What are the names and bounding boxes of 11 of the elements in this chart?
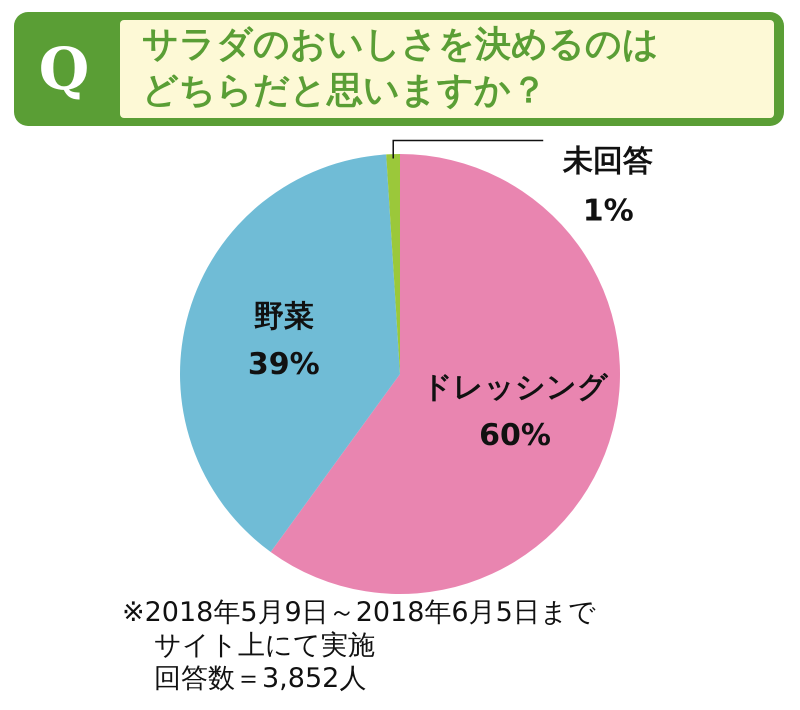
text: Q [38,34,90,105]
slice-label: 野菜 [254,299,314,334]
slice-label: 未回答 [562,143,654,178]
slice-label: ドレッシング [422,370,610,406]
text: ※2018年5月9日～2018年6月5日まで [122,596,596,629]
data-label: 1% [582,193,634,228]
text: 回答数＝3,852人 [153,662,368,695]
data-label: 60% [479,418,551,454]
chart-title: サラダのおいしさを決めるのはどちらだと思いますか？ [142,23,660,113]
data-label: 39% [248,347,320,382]
text: サイト上にて実施 [153,629,376,662]
